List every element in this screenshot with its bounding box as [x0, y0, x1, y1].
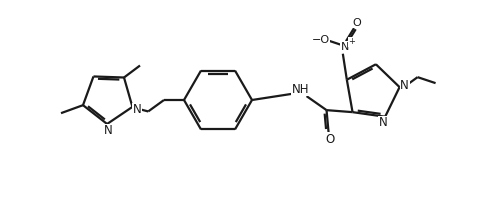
Text: N: N: [104, 124, 112, 137]
Text: O: O: [352, 18, 361, 28]
Text: N: N: [341, 42, 349, 52]
Text: O: O: [325, 133, 334, 146]
Text: +: +: [348, 37, 355, 46]
Text: N: N: [133, 103, 142, 116]
Text: N: N: [400, 79, 409, 92]
Text: −O: −O: [312, 35, 330, 45]
Text: N: N: [379, 116, 387, 129]
Text: NH: NH: [292, 83, 309, 96]
